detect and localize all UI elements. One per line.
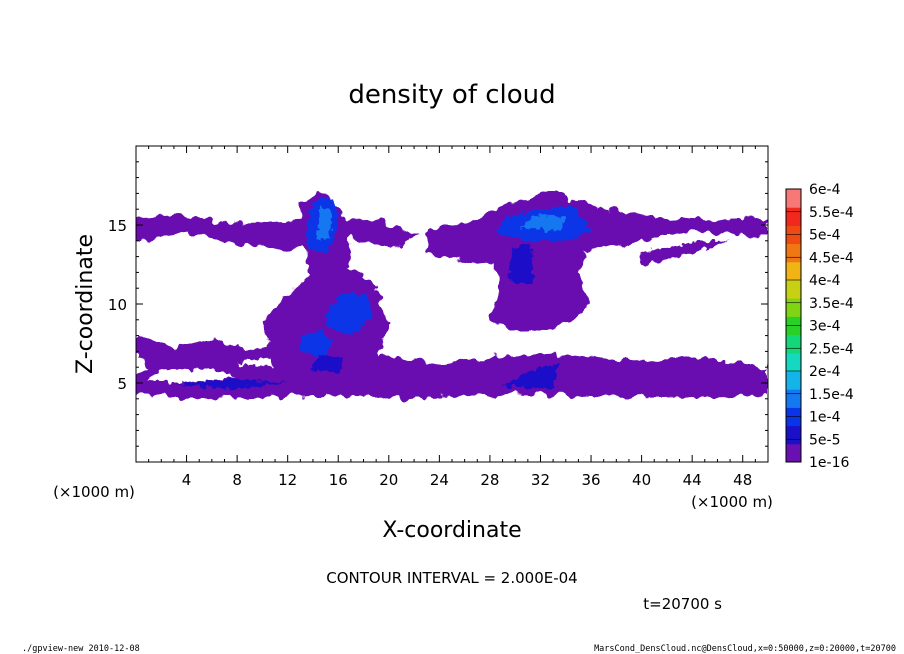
colorbar-label: 4e-4 [809, 273, 841, 289]
x-tick-label: 36 [581, 471, 600, 489]
x-tick-label: 48 [733, 471, 752, 489]
cloud-tower-left [262, 193, 389, 387]
dense-core [316, 206, 332, 241]
colorbar-swatch [786, 425, 801, 445]
colorbar-swatch [786, 352, 801, 372]
footer-right: MarsCond_DensCloud.nc@DensCloud,x=0:5000… [594, 644, 896, 654]
clear-gap [146, 368, 238, 383]
colorbar-label: 2e-4 [809, 364, 841, 380]
x-tick-label: 24 [430, 471, 449, 489]
x-unit-left: (×1000 m) [53, 483, 135, 501]
x-tick-label: 40 [632, 471, 651, 489]
upper-cloud-band-left [136, 215, 421, 251]
y-axis-label: Z-coordinate [73, 234, 98, 374]
contour-interval: CONTOUR INTERVAL = 2.000E-04 [326, 569, 577, 587]
colorbar-label: 1.5e-4 [809, 387, 854, 403]
x-unit-right: (×1000 m) [691, 493, 773, 511]
colorbar-swatch [786, 443, 801, 463]
colorbar-swatch [786, 334, 801, 354]
dense-core [173, 378, 288, 390]
y-tick-label: 5 [117, 375, 127, 393]
colorbar-swatch [786, 371, 801, 390]
cloud-field [136, 191, 768, 399]
colorbar-label: 2.5e-4 [809, 341, 854, 357]
dense-core [300, 329, 334, 358]
x-tick-label: 32 [531, 471, 550, 489]
y-axis-ticks: 5 10 15 [108, 161, 768, 447]
colorbar-label: 1e-16 [809, 455, 849, 471]
colorbar-label: 5e-4 [809, 228, 841, 244]
x-axis-ticks: 4 8 12 16 20 24 28 32 36 40 44 48 [148, 146, 756, 489]
y-tick-label: 10 [108, 296, 127, 314]
colorbar-label: 5.5e-4 [809, 205, 854, 221]
x-tick-label: 28 [480, 471, 499, 489]
colorbar-label: 3.5e-4 [809, 296, 854, 312]
colorbar-label: 3e-4 [809, 319, 841, 335]
footer-left: ./gpview-new 2010-12-08 [22, 644, 140, 654]
x-tick-label: 4 [182, 471, 192, 489]
colorbar-swatch [786, 280, 801, 299]
x-tick-label: 44 [683, 471, 702, 489]
colorbar-swatch [786, 189, 801, 208]
chart-title: density of cloud [348, 80, 555, 110]
time-label: t=20700 s [643, 595, 722, 613]
colorbar: 1e-16 5e-5 1e-4 1.5e-4 2e-4 2.5e-4 3e-4 3.5e-4 4… [785, 182, 854, 471]
plot-area [136, 146, 768, 462]
colorbar-label: 4.5e-4 [809, 250, 854, 266]
colorbar-swatch [786, 389, 801, 408]
colorbar-label: 5e-5 [809, 432, 840, 448]
dense-core [508, 244, 535, 285]
x-tick-label: 12 [278, 471, 297, 489]
dense-core [521, 215, 566, 232]
colorbar-swatch [786, 261, 801, 281]
dense-core [310, 354, 344, 374]
x-tick-label: 20 [379, 471, 398, 489]
y-tick-label: 15 [108, 217, 127, 235]
colorbar-label: 6e-4 [809, 182, 841, 198]
colorbar-swatch [786, 207, 801, 226]
dense-core [325, 292, 374, 336]
dense-core [502, 364, 560, 390]
colorbar-swatch [786, 243, 801, 263]
colorbar-label: 1e-4 [809, 410, 841, 426]
colorbar-swatch [786, 298, 801, 317]
x-axis-label: X-coordinate [382, 518, 521, 543]
x-tick-label: 16 [329, 471, 348, 489]
cloud-streak [641, 240, 731, 267]
x-tick-label: 8 [232, 471, 242, 489]
